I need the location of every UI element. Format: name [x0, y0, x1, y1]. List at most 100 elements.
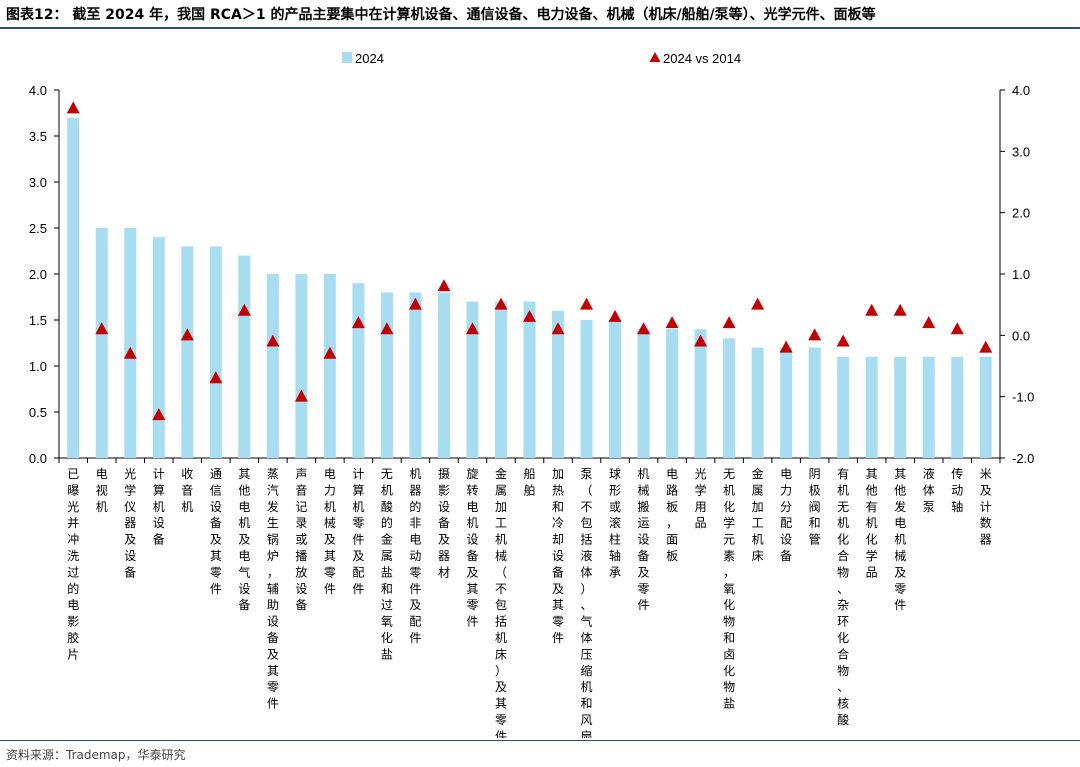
category-label: 液体泵	[923, 466, 935, 514]
bar-2024	[979, 356, 992, 458]
left-tick-label: 2.5	[29, 221, 47, 236]
category-label: 阴极阀和管	[809, 467, 821, 547]
bar-2024	[751, 347, 764, 458]
category-label: 计算机设备	[153, 467, 165, 547]
category-label: 蒸汽发生锅炉，辅助设备及其零件	[267, 467, 279, 711]
left-tick-label: 1.0	[29, 359, 47, 374]
bar-2024	[552, 310, 565, 458]
category-label: 其他发电机械及零件	[894, 467, 906, 612]
bar-2024	[780, 347, 793, 458]
left-tick-label: 2.0	[29, 267, 47, 282]
legend-label-2024: 2024	[355, 51, 384, 66]
marker-2024-vs-2014	[637, 322, 651, 335]
marker-2024-vs-2014	[893, 303, 907, 316]
category-label: 已曝光并冲洗过的电影胶片	[67, 467, 79, 661]
source-note: 资料来源：Trademap，华泰研究	[6, 748, 186, 762]
category-label: 船舶	[523, 467, 535, 497]
bar-2024	[409, 292, 422, 458]
marker-2024-vs-2014	[66, 101, 80, 114]
marker-2024-vs-2014	[722, 316, 736, 329]
category-label: 收音机	[181, 467, 193, 514]
bar-2024	[295, 274, 308, 458]
marker-2024-vs-2014	[408, 297, 422, 310]
bar-2024	[152, 237, 165, 458]
category-label: 计算机零件及配件	[352, 467, 364, 596]
category-label: 光学用品	[695, 467, 707, 530]
marker-2024-vs-2014	[751, 297, 765, 310]
marker-2024-vs-2014	[465, 322, 479, 335]
category-label: 机械搬运设备及零件	[638, 467, 650, 612]
category-label: 机器的非电动零件及配件	[409, 467, 421, 645]
bar-2024	[95, 228, 108, 458]
chart-title: 图表12： 截至 2024 年，我国 RCA＞1 的产品主要集中在计算机设备、通…	[6, 7, 876, 23]
bar-2024	[951, 356, 964, 458]
marker-2024-vs-2014	[922, 316, 936, 329]
right-tick-label: -1.0	[1012, 390, 1034, 405]
category-label: 声音记录或播放设备	[295, 467, 307, 612]
marker-2024-vs-2014	[351, 316, 365, 329]
marker-2024-vs-2014	[380, 322, 394, 335]
category-label: 其他有机化学品	[866, 467, 878, 579]
left-tick-label: 3.5	[29, 129, 47, 144]
category-label: 电路板，面板	[666, 467, 678, 563]
category-label: 球形或滚柱轴承	[609, 467, 621, 579]
category-label: 电视机	[96, 467, 108, 514]
marker-2024-vs-2014	[979, 340, 993, 353]
bar-2024	[637, 329, 650, 458]
category-label: 旋转电机设备及其零件	[466, 467, 478, 629]
marker-2024-vs-2014	[180, 328, 194, 341]
right-tick-label: 3.0	[1012, 144, 1030, 159]
bar-2024	[837, 356, 850, 458]
right-tick-label: 2.0	[1012, 206, 1030, 221]
category-label: 电力机械及其零件	[324, 467, 336, 596]
bottom-divider	[0, 740, 1080, 741]
left-tick-label: 1.5	[29, 313, 47, 328]
marker-2024-vs-2014	[237, 303, 251, 316]
rca-chart: 0.0 0.5 1.0 1.5 2.0 2.5 3.0 3.5 4.0 -2.0 -1.0 0.0 1.…	[29, 51, 1034, 738]
legend-swatch-2024	[342, 52, 352, 63]
bar-2024	[437, 292, 450, 458]
bar-2024	[609, 320, 622, 458]
category-label: 通信设备及其零件	[210, 467, 222, 596]
marker-2024-vs-2014	[494, 297, 508, 310]
bar-2024	[922, 356, 935, 458]
marker-2024-vs-2014	[779, 340, 793, 353]
marker-2024-vs-2014	[152, 408, 166, 421]
category-label: 泵（不包括液体）、气体压缩机和风扇等	[581, 467, 593, 738]
bar-2024	[209, 246, 222, 458]
bar-2024	[580, 320, 593, 458]
category-label: 有机无机化合物、杂环化合物、核酸	[837, 467, 849, 727]
category-label: 米及计数器	[980, 467, 992, 547]
bar-2024	[380, 292, 393, 458]
marker-2024-vs-2014	[323, 346, 337, 359]
marker-2024-vs-2014	[209, 371, 223, 384]
bar-2024	[523, 301, 536, 458]
marker-2024-vs-2014	[437, 279, 451, 292]
marker-2024-vs-2014	[836, 334, 850, 347]
category-label: 加热和冷却设备及其零件	[552, 467, 564, 645]
legend-swatch-2024-vs-2014	[649, 52, 661, 62]
category-label: 传动轴	[951, 466, 963, 514]
marker-2024-vs-2014	[551, 322, 565, 335]
bar-2024	[894, 356, 907, 458]
left-tick-label: 0.0	[29, 451, 47, 466]
marker-2024-vs-2014	[523, 309, 536, 322]
bar-2024	[352, 283, 365, 458]
marker-2024-vs-2014	[950, 322, 964, 335]
bar-2024	[494, 301, 507, 458]
bar-2024	[67, 117, 80, 458]
bar-2024	[808, 347, 821, 458]
right-tick-label: 1.0	[1012, 267, 1030, 282]
category-label: 电力分配设备	[780, 467, 792, 563]
category-label: 光学仪器及设备	[124, 467, 136, 579]
marker-2024-vs-2014	[694, 334, 708, 347]
legend-label-2024-vs-2014: 2024 vs 2014	[663, 51, 741, 66]
bar-2024	[466, 301, 479, 458]
marker-2024-vs-2014	[608, 309, 622, 322]
marker-2024-vs-2014	[95, 322, 109, 335]
bar-2024	[181, 246, 194, 458]
top-divider	[0, 27, 1080, 29]
right-tick-label: 0.0	[1012, 328, 1030, 343]
category-label: 无机化学元素，氧化物和卤化物盐	[723, 467, 735, 711]
bar-2024	[723, 338, 736, 458]
